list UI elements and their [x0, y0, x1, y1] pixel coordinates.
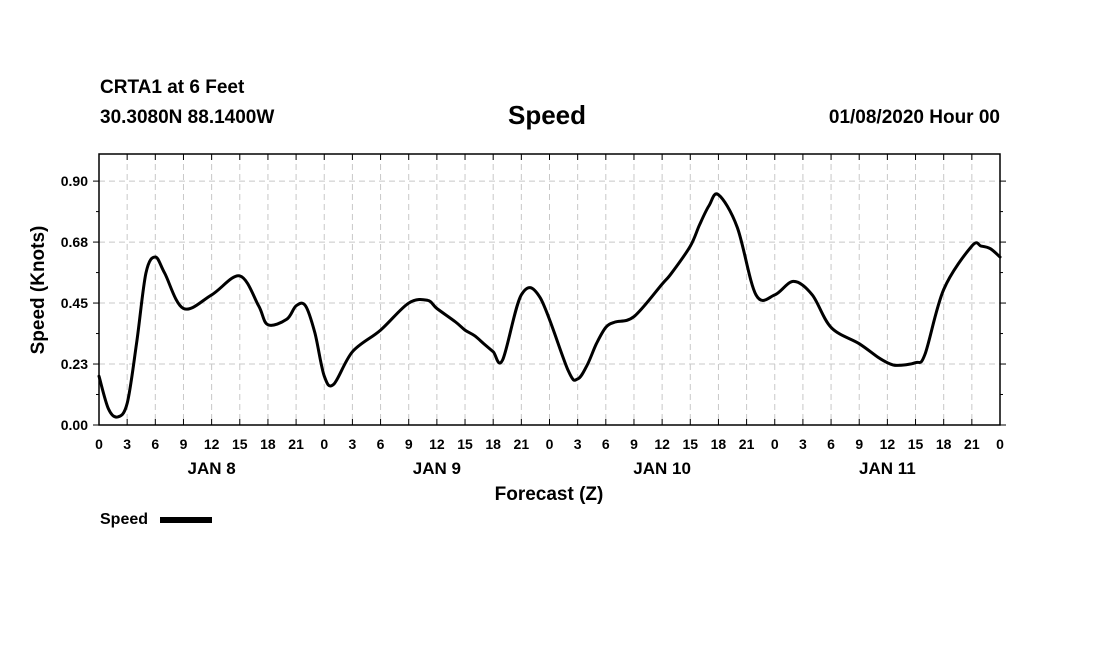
x-tick-label: 12 [429, 436, 445, 452]
y-axis-label: Speed (Knots) [28, 226, 49, 355]
x-tick-label: 6 [602, 436, 610, 452]
x-tick-label: 21 [288, 436, 304, 452]
station-coordinates: 30.3080N 88.1400W [100, 107, 275, 128]
day-label: JAN 10 [633, 459, 691, 478]
x-tick-label: 9 [405, 436, 413, 452]
axis-labels: 0.00 0.23 0.45 0.68 0.90 0 3 6 9 12 15 18 21 0 3 6 9 12 15… [61, 173, 1004, 478]
x-tick-label: 0 [95, 436, 103, 452]
station-label: CRTA1 at 6 Feet [100, 77, 245, 98]
x-tick-label: 3 [799, 436, 807, 452]
y-tick-label: 0.90 [61, 173, 88, 189]
x-tick-label: 3 [123, 436, 131, 452]
x-tick-label: 12 [654, 436, 670, 452]
axis-ticks [93, 154, 1006, 426]
x-tick-label: 0 [771, 436, 779, 452]
x-tick-label: 12 [204, 436, 220, 452]
x-axis-label: Forecast (Z) [495, 484, 604, 505]
x-tick-label: 18 [260, 436, 276, 452]
x-tick-label: 0 [320, 436, 328, 452]
x-tick-label: 3 [349, 436, 357, 452]
x-tick-label: 15 [232, 436, 248, 452]
x-tick-label: 18 [485, 436, 501, 452]
x-tick-label: 9 [180, 436, 188, 452]
day-label: JAN 9 [413, 459, 461, 478]
series-layer [97, 192, 1002, 419]
y-tick-label: 0.00 [61, 417, 88, 433]
x-tick-label: 9 [855, 436, 863, 452]
x-tick-label: 6 [827, 436, 835, 452]
x-tick-label: 18 [711, 436, 727, 452]
speed-series-line [97, 192, 1002, 419]
x-tick-label: 21 [739, 436, 755, 452]
x-tick-label: 6 [377, 436, 385, 452]
chart-title: Speed [508, 100, 587, 130]
y-tick-label: 0.68 [61, 234, 88, 250]
x-tick-label: 15 [908, 436, 924, 452]
x-tick-label: 12 [880, 436, 896, 452]
x-tick-label: 3 [574, 436, 582, 452]
x-tick-label: 15 [682, 436, 698, 452]
forecast-run-time: 01/08/2020 Hour 00 [828, 107, 1000, 128]
x-tick-label: 18 [936, 436, 952, 452]
x-tick-label: 6 [151, 436, 159, 452]
x-tick-label: 15 [457, 436, 473, 452]
x-tick-label: 21 [964, 436, 980, 452]
x-tick-label: 21 [514, 436, 530, 452]
y-tick-label: 0.45 [61, 295, 88, 311]
x-tick-label: 0 [546, 436, 554, 452]
y-tick-label: 0.23 [61, 356, 88, 372]
x-tick-label: 9 [630, 436, 638, 452]
day-label: JAN 11 [859, 459, 916, 478]
legend-swatch [160, 517, 212, 523]
grid-lines [99, 154, 1000, 425]
day-label: JAN 8 [188, 459, 236, 478]
x-tick-label: 0 [996, 436, 1004, 452]
legend-label: Speed [100, 511, 148, 528]
